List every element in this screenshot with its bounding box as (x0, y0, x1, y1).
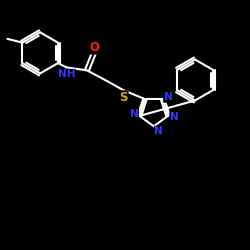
Text: O: O (90, 41, 100, 54)
Text: N: N (154, 126, 163, 136)
Text: N: N (164, 92, 172, 102)
Text: N: N (170, 112, 179, 122)
Text: NH: NH (58, 69, 75, 79)
Text: N: N (130, 109, 138, 119)
Text: S: S (120, 91, 128, 104)
